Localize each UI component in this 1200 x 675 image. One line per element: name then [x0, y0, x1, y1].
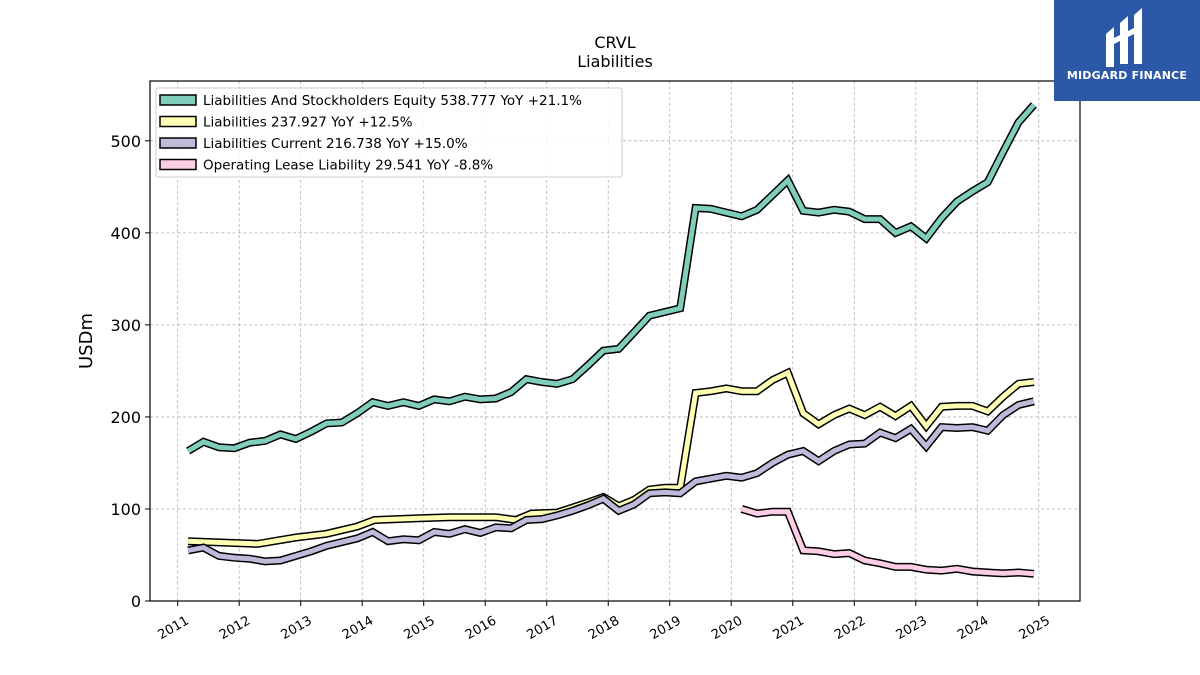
legend-label: Liabilities And Stockholders Equity 538.… — [203, 93, 582, 109]
chart-subtitle: Liabilities — [577, 52, 653, 71]
y-tick-label: 200 — [110, 408, 141, 427]
legend-swatch — [159, 137, 197, 149]
x-tick-label: 2024 — [955, 613, 991, 643]
x-tick-label: 2012 — [217, 613, 253, 643]
y-axis-label: USDm — [76, 313, 97, 369]
chart-title: CRVL — [594, 33, 635, 52]
x-tick-label: 2019 — [648, 613, 684, 643]
series-line — [188, 369, 1035, 547]
series-line — [740, 506, 1035, 577]
series-line-outline — [187, 367, 1035, 548]
y-tick-label: 500 — [110, 132, 141, 151]
x-tick-label: 2015 — [402, 613, 438, 643]
legend-box — [155, 87, 623, 178]
x-tick-label: 2011 — [156, 613, 192, 643]
x-tick-label: 2023 — [894, 613, 930, 643]
legend-label: Liabilities 237.927 YoY +12.5% — [203, 115, 413, 131]
legend-label: Operating Lease Liability 29.541 YoY -8.… — [203, 158, 493, 174]
x-tick-label: 2016 — [463, 613, 499, 643]
x-tick-label: 2014 — [340, 613, 376, 643]
x-tick-label: 2022 — [832, 613, 868, 643]
y-axis: 0 100 200 300 400 500 — [110, 132, 150, 611]
x-tick-label: 2013 — [279, 613, 315, 643]
plot-area — [186, 102, 1037, 578]
x-tick-label: 2021 — [771, 613, 807, 643]
y-tick-label: 0 — [131, 592, 141, 611]
legend: Liabilities And Stockholders Equity 538.… — [155, 87, 623, 178]
y-tick-label: 400 — [110, 224, 141, 243]
y-tick-label: 100 — [110, 500, 141, 519]
mh-monogram-icon — [1106, 8, 1142, 67]
x-tick-label: 2020 — [709, 613, 745, 643]
series-line — [187, 398, 1035, 564]
x-axis: 2011 2012 2013 2014 2015 2016 2017 2018 2019 2020… — [156, 601, 1053, 643]
x-tick-label: 2025 — [1017, 613, 1053, 643]
brand-name: MIDGARD FINANCE — [1066, 69, 1188, 82]
legend-swatch — [159, 115, 197, 128]
legend-swatch — [159, 94, 197, 106]
legend-swatch — [159, 158, 197, 171]
brand-logo: MIDGARD FINANCE — [1054, 0, 1200, 101]
x-tick-label: 2017 — [525, 613, 561, 643]
plot-frame — [149, 80, 1081, 602]
series-line — [186, 103, 1036, 454]
legend-label: Liabilities Current 216.738 YoY +15.0% — [203, 136, 468, 152]
x-tick-label: 2018 — [586, 613, 622, 643]
y-tick-label: 300 — [110, 316, 141, 335]
